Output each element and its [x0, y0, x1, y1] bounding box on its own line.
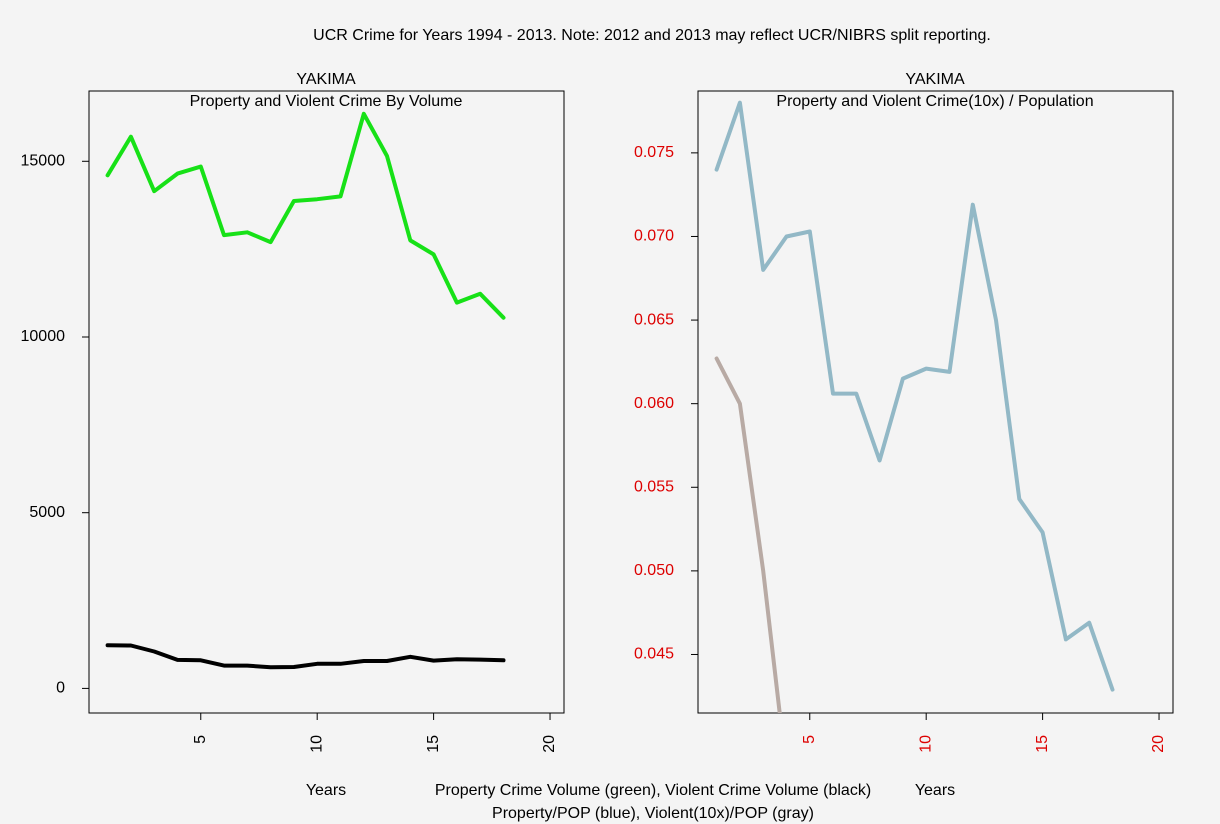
left-y-axis: 0 5000 10000 15000	[21, 153, 89, 697]
right-x-tick-label: 15	[1034, 735, 1051, 753]
right-x-axis: 5 10 15 20	[801, 713, 1167, 753]
right-y-tick-label: 0.045	[634, 646, 674, 663]
left-x-axis: 5 10 15 20	[192, 713, 558, 753]
right-x-tick-label: 10	[917, 735, 934, 753]
left-series-group	[105, 111, 506, 670]
left-series-line-0	[105, 111, 506, 320]
right-series-line-1	[714, 356, 782, 713]
left-chart-panel: YAKIMA Property and Violent Crime By Vol…	[21, 71, 565, 799]
left-plot-area	[88, 90, 565, 714]
right-y-tick-label: 0.050	[634, 562, 674, 579]
right-x-axis-label: Years	[915, 782, 955, 799]
right-y-axis: 0.045 0.050 0.055 0.060 0.065 0.070 0.075	[634, 144, 698, 663]
right-y-tick-label: 0.060	[634, 395, 674, 412]
footer-legend-line2: Property/POP (blue), Violent(10x)/POP (g…	[492, 805, 814, 822]
left-x-axis-label: Years	[306, 782, 346, 799]
left-series-line-1	[105, 643, 506, 670]
right-y-tick-label: 0.075	[634, 144, 674, 161]
left-y-tick-label: 10000	[21, 328, 66, 345]
left-chart-title: YAKIMA	[296, 71, 356, 88]
left-x-tick-label: 15	[425, 735, 442, 753]
right-plot-area	[697, 90, 1174, 714]
right-series-line-0	[714, 100, 1115, 692]
right-y-tick-label: 0.065	[634, 311, 674, 328]
right-chart-subtitle: Property and Violent Crime(10x) / Popula…	[776, 93, 1093, 110]
right-x-tick-label: 5	[801, 735, 818, 744]
left-y-tick-label: 0	[56, 680, 65, 697]
right-y-tick-label: 0.070	[634, 228, 674, 245]
right-x-tick-label: 20	[1150, 735, 1167, 753]
right-chart-panel: YAKIMA Property and Violent Crime(10x) /…	[634, 71, 1174, 799]
left-x-tick-label: 5	[192, 735, 209, 744]
left-x-tick-label: 20	[541, 735, 558, 753]
right-y-tick-label: 0.055	[634, 478, 674, 495]
right-series-group	[714, 100, 1115, 713]
left-x-tick-label: 10	[308, 735, 325, 753]
right-chart-title: YAKIMA	[905, 71, 965, 88]
left-y-tick-label: 5000	[29, 504, 65, 521]
footer-legend-line1: Property Crime Volume (green), Violent C…	[435, 782, 871, 799]
left-chart-subtitle: Property and Violent Crime By Volume	[190, 93, 463, 110]
left-y-tick-label: 15000	[21, 153, 66, 170]
figure-suptitle: UCR Crime for Years 1994 - 2013. Note: 2…	[313, 27, 991, 44]
